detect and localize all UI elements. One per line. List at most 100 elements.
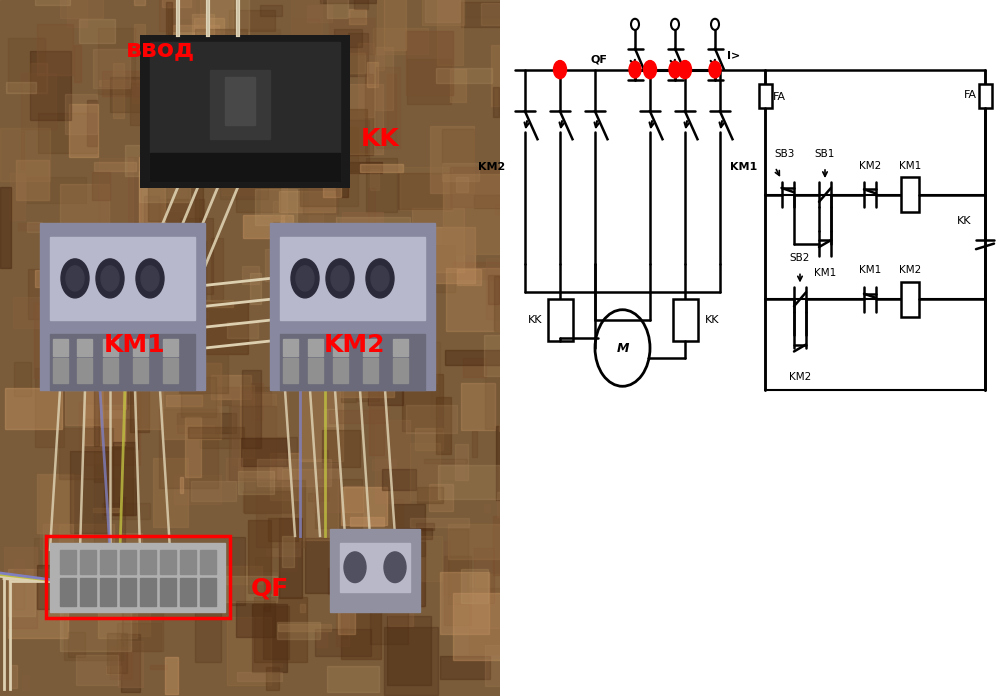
Bar — [264, 582, 270, 611]
Bar — [159, 0, 207, 31]
Bar — [72, 313, 101, 384]
Bar — [154, 338, 203, 374]
Bar — [140, 35, 350, 188]
Circle shape — [101, 266, 119, 291]
Bar — [315, 479, 362, 528]
Bar — [372, 459, 396, 470]
Bar — [462, 0, 509, 17]
Bar — [76, 655, 118, 686]
Bar — [168, 9, 172, 69]
Bar — [388, 610, 413, 626]
Bar — [117, 340, 150, 379]
Bar — [70, 451, 111, 533]
Bar — [136, 375, 163, 429]
Bar — [40, 269, 69, 326]
Bar — [262, 191, 297, 211]
Bar — [94, 387, 99, 446]
Circle shape — [136, 259, 164, 298]
Bar — [499, 425, 515, 432]
Bar — [388, 594, 420, 608]
Text: KK: KK — [956, 216, 971, 226]
Bar — [166, 2, 172, 46]
Bar — [256, 136, 284, 144]
Circle shape — [96, 259, 124, 298]
Bar — [313, 463, 340, 512]
Bar — [243, 214, 284, 239]
Bar — [336, 587, 349, 647]
Bar — [759, 84, 772, 108]
Bar — [396, 528, 432, 539]
Bar — [166, 395, 202, 406]
Bar — [389, 330, 397, 377]
Bar — [488, 276, 499, 304]
Bar — [446, 268, 501, 331]
Bar — [103, 358, 118, 383]
Bar — [94, 162, 136, 171]
Bar — [10, 173, 25, 220]
Bar — [99, 159, 133, 228]
Bar — [387, 74, 396, 142]
Bar — [418, 460, 464, 479]
Bar — [144, 544, 183, 574]
Bar — [279, 518, 302, 598]
Bar — [227, 322, 258, 338]
Bar — [85, 419, 138, 449]
Bar — [392, 358, 408, 383]
Bar — [431, 342, 440, 418]
Circle shape — [291, 259, 319, 298]
Bar — [10, 665, 17, 688]
Text: KM1: KM1 — [899, 161, 921, 171]
Bar — [60, 578, 76, 606]
Bar — [307, 5, 332, 22]
Bar — [221, 179, 257, 196]
Bar — [102, 71, 143, 96]
Bar — [98, 589, 137, 638]
Circle shape — [296, 266, 314, 291]
Bar — [50, 237, 195, 320]
Circle shape — [371, 266, 389, 291]
Bar — [104, 448, 133, 515]
Bar — [177, 0, 249, 38]
Bar — [463, 358, 486, 377]
Bar — [366, 352, 382, 361]
Bar — [80, 550, 96, 574]
Bar — [386, 499, 403, 532]
Bar — [52, 339, 68, 356]
Bar — [382, 468, 416, 490]
Bar — [180, 550, 196, 574]
Bar — [94, 464, 106, 544]
Bar — [450, 167, 507, 207]
Bar — [325, 120, 369, 171]
Bar — [282, 536, 294, 567]
Bar — [387, 542, 425, 606]
Bar — [237, 672, 282, 681]
Bar — [263, 606, 289, 659]
Bar — [406, 245, 455, 292]
Bar — [240, 395, 276, 477]
Bar — [210, 70, 270, 139]
Bar — [103, 339, 118, 356]
Text: ввод: ввод — [125, 37, 195, 61]
Bar — [140, 578, 156, 606]
Bar — [92, 172, 110, 200]
Bar — [400, 167, 452, 209]
Bar — [292, 19, 319, 47]
Bar — [192, 14, 214, 73]
Bar — [27, 222, 42, 232]
Bar — [417, 487, 443, 503]
Bar — [486, 258, 537, 319]
Text: FA: FA — [964, 90, 977, 100]
Bar — [113, 63, 124, 118]
Bar — [22, 675, 29, 690]
Bar — [273, 300, 326, 367]
Bar — [121, 635, 140, 692]
Bar — [150, 50, 186, 74]
Text: KK: KK — [361, 127, 399, 151]
Bar — [384, 0, 406, 50]
Bar — [280, 89, 338, 103]
Bar — [0, 128, 50, 181]
Bar — [226, 458, 282, 481]
Bar — [110, 647, 132, 679]
Bar — [179, 323, 228, 393]
Bar — [60, 550, 76, 574]
